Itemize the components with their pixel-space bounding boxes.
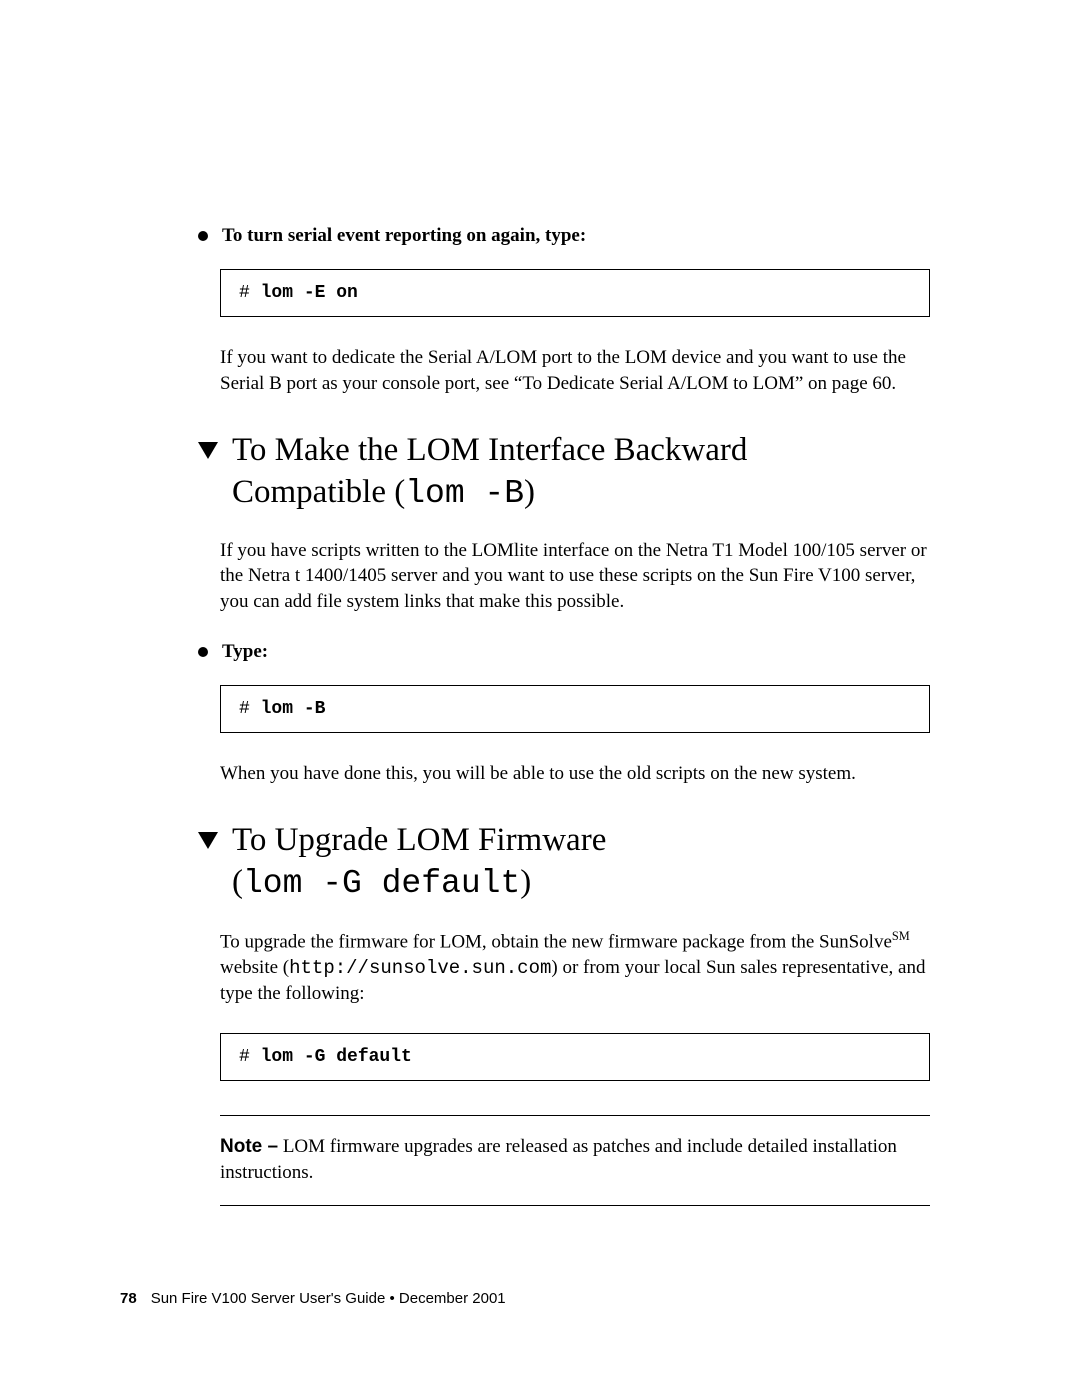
page-footer: 78 Sun Fire V100 Server User's Guide • De…	[120, 1290, 506, 1307]
para4-part1: To upgrade the firmware for LOM, obtain …	[220, 931, 892, 952]
document-page: To turn serial event reporting on again,…	[0, 0, 1080, 1397]
footer-text: Sun Fire V100 Server User's Guide • Dece…	[151, 1290, 506, 1307]
page-number: 78	[120, 1290, 137, 1307]
note-text: LOM firmware upgrades are released as pa…	[220, 1136, 897, 1183]
content-column: To turn serial event reporting on again,…	[220, 225, 930, 1206]
bullet-item: Type:	[202, 641, 930, 663]
para4-superscript: SM	[892, 929, 910, 943]
triangle-down-icon	[198, 832, 218, 850]
heading-line-2-mono: lom -B	[405, 475, 524, 512]
heading-line-2-post: )	[520, 864, 531, 900]
bullet-text: To turn serial event reporting on again,…	[222, 225, 586, 247]
para4-part2: website (	[220, 957, 289, 978]
heading-line-2-pre: Compatible (	[232, 474, 405, 510]
para4-url: http://sunsolve.sun.com	[289, 957, 551, 979]
code-box: # lom -G default	[220, 1033, 930, 1081]
bullet-dot-icon	[198, 647, 208, 657]
code-prompt: #	[239, 283, 261, 303]
section-heading: To Make the LOM Interface Backward Compa…	[202, 430, 930, 514]
code-box: # lom -E on	[220, 269, 930, 317]
paragraph: When you have done this, you will be abl…	[220, 761, 930, 787]
code-command: lom -G default	[261, 1047, 412, 1067]
code-prompt: #	[239, 1047, 261, 1067]
bullet-item: To turn serial event reporting on again,…	[202, 225, 930, 247]
paragraph: If you want to dedicate the Serial A/LOM…	[220, 345, 930, 396]
paragraph: If you have scripts written to the LOMli…	[220, 538, 930, 615]
code-prompt: #	[239, 699, 261, 719]
paragraph: To upgrade the firmware for LOM, obtain …	[220, 928, 930, 1007]
heading-line-2-pre: (	[232, 864, 243, 900]
note-label: Note –	[220, 1136, 278, 1157]
heading-line-1: To Make the LOM Interface Backward	[232, 432, 747, 468]
heading-line-1: To Upgrade LOM Firmware	[232, 822, 606, 858]
code-box: # lom -B	[220, 685, 930, 733]
triangle-down-icon	[198, 442, 218, 460]
bullet-dot-icon	[198, 231, 208, 241]
code-command: lom -E on	[261, 283, 358, 303]
bullet-text: Type:	[222, 641, 268, 663]
section-heading: To Upgrade LOM Firmware (lom -G default)	[202, 820, 930, 904]
heading-line-2-post: )	[524, 474, 535, 510]
heading-line-2-mono: lom -G default	[243, 865, 520, 902]
note-block: Note – LOM firmware upgrades are release…	[220, 1115, 930, 1206]
code-command: lom -B	[261, 699, 326, 719]
